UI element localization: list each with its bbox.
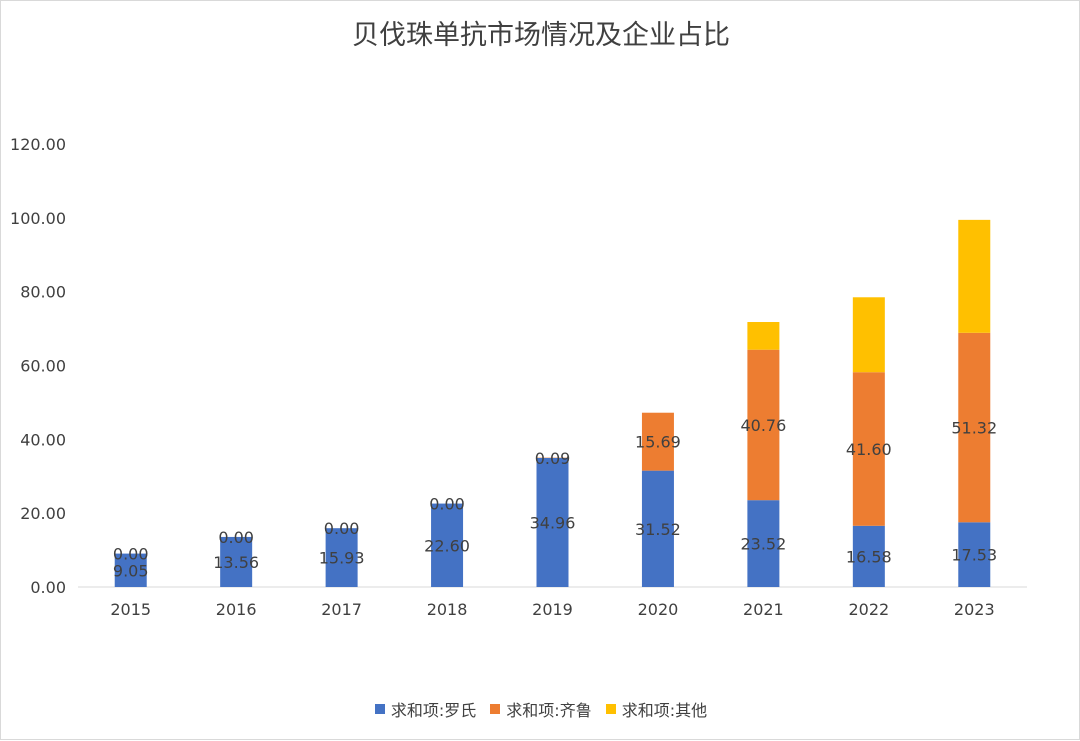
x-tick-label: 2018 bbox=[427, 600, 468, 619]
data-label: 13.56 bbox=[213, 553, 259, 572]
bar-segment-other bbox=[958, 220, 990, 333]
legend-label: 求和项:其他 bbox=[622, 697, 707, 721]
data-label: 9.05 bbox=[113, 561, 149, 580]
data-label: 0.00 bbox=[218, 528, 254, 547]
x-axis: 2015 2016 2017 2018 2019 2020 2021 2022 2023 bbox=[110, 600, 994, 619]
y-axis: 0.00 20.00 40.00 60.00 80.00 100.00 120.00 bbox=[10, 135, 66, 597]
x-tick-label: 2017 bbox=[321, 600, 362, 619]
y-tick-label: 40.00 bbox=[20, 430, 66, 449]
data-label: 41.60 bbox=[846, 440, 892, 459]
data-label: 0.00 bbox=[429, 495, 465, 514]
legend-item: 求和项:齐鲁 bbox=[490, 697, 591, 721]
data-label: 17.53 bbox=[951, 546, 997, 565]
x-tick-label: 2020 bbox=[638, 600, 679, 619]
data-label: 16.58 bbox=[846, 547, 892, 566]
legend-swatch bbox=[490, 704, 500, 714]
data-label: 31.52 bbox=[635, 520, 681, 539]
data-label: 23.52 bbox=[740, 535, 786, 554]
legend-label: 求和项:齐鲁 bbox=[506, 697, 591, 721]
data-label: 34.96 bbox=[530, 513, 576, 532]
y-tick-label: 60.00 bbox=[20, 357, 66, 376]
y-tick-label: 120.00 bbox=[10, 135, 66, 154]
data-label: 0.00 bbox=[113, 545, 149, 564]
x-tick-label: 2019 bbox=[532, 600, 573, 619]
data-label: 15.93 bbox=[319, 549, 365, 568]
data-label: 0.00 bbox=[324, 519, 360, 538]
legend: 求和项:罗氏 求和项:齐鲁 求和项:其他 bbox=[1, 697, 1080, 721]
y-tick-label: 100.00 bbox=[10, 209, 66, 228]
y-tick-label: 80.00 bbox=[20, 283, 66, 302]
data-label: 40.76 bbox=[740, 416, 786, 435]
legend-swatch bbox=[375, 704, 385, 714]
y-tick-label: 20.00 bbox=[20, 504, 66, 523]
data-label: 22.60 bbox=[424, 536, 470, 555]
x-tick-label: 2015 bbox=[110, 600, 151, 619]
data-label: 0.09 bbox=[535, 449, 571, 468]
x-tick-label: 2016 bbox=[216, 600, 257, 619]
legend-label: 求和项:罗氏 bbox=[391, 697, 476, 721]
x-tick-label: 2022 bbox=[848, 600, 889, 619]
legend-swatch bbox=[606, 704, 616, 714]
y-tick-label: 0.00 bbox=[30, 578, 66, 597]
x-tick-label: 2021 bbox=[743, 600, 784, 619]
x-tick-label: 2023 bbox=[954, 600, 995, 619]
chart-title: 贝伐珠单抗市场情况及企业占比 bbox=[352, 20, 730, 51]
legend-item: 求和项:罗氏 bbox=[375, 697, 476, 721]
bar-segment-other bbox=[853, 297, 885, 372]
bar-segment-other bbox=[747, 322, 779, 350]
data-label: 15.69 bbox=[635, 433, 681, 452]
legend-item: 求和项:其他 bbox=[606, 697, 707, 721]
data-label: 51.32 bbox=[951, 419, 997, 438]
